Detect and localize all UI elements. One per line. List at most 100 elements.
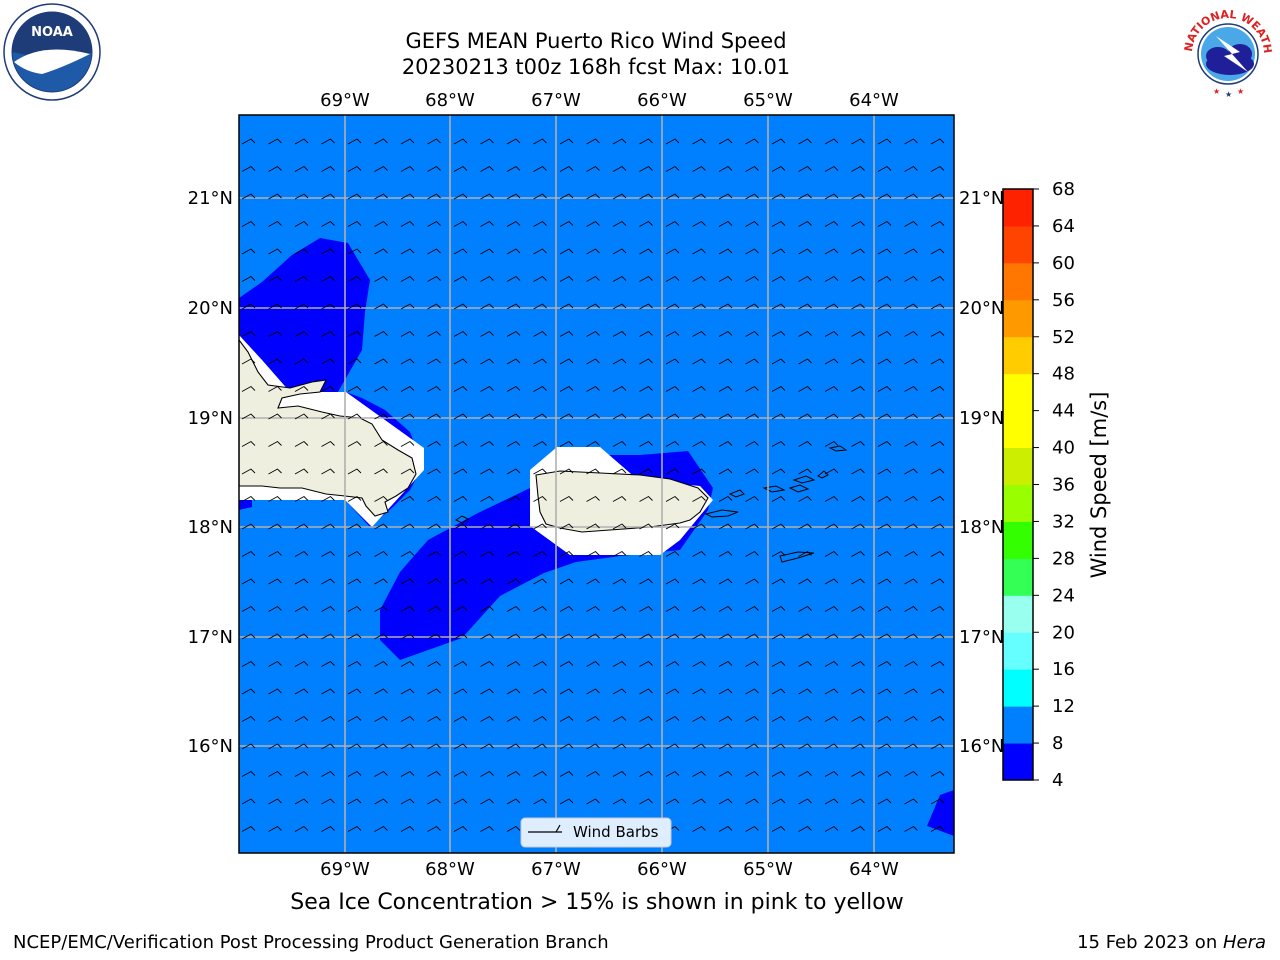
- wind-barb: [427, 468, 441, 475]
- wind-barb: [453, 523, 468, 530]
- wind-barb: [798, 523, 812, 530]
- wind-barb: [480, 248, 494, 255]
- wind-barb: [612, 248, 627, 255]
- wind-barb: [851, 798, 865, 805]
- wind-barb: [639, 275, 653, 282]
- wind-barb: [400, 303, 415, 310]
- nws-logo: NATIONAL WEATHER SERVICE ★ ★ ★: [1174, 0, 1278, 102]
- wind-barb: [321, 413, 335, 420]
- wind-barb: [718, 495, 733, 502]
- wind-barb: [612, 220, 627, 227]
- wind-barb: [400, 468, 415, 475]
- wind-barb: [321, 165, 335, 172]
- wind-barb: [294, 578, 309, 585]
- wind-barb: [480, 330, 494, 337]
- wind-barb: [586, 385, 600, 392]
- wind-barb: [771, 385, 786, 392]
- wind-barb: [877, 468, 892, 475]
- wind-barb: [798, 165, 812, 172]
- wind-barb: [268, 688, 282, 695]
- map-area: [239, 115, 954, 853]
- wind-barb: [586, 165, 600, 172]
- chart-subtitle: 20230213 t00z 168h fcst Max: 10.01: [401, 55, 791, 79]
- wind-barb: [586, 578, 600, 585]
- wind-barb: [745, 220, 759, 227]
- wind-barb: [851, 165, 865, 172]
- colorbar-segment: [1003, 373, 1033, 412]
- wind-barb: [427, 165, 441, 172]
- wind-barb: [877, 550, 892, 557]
- wind-barb: [665, 798, 680, 805]
- wind-barb: [798, 743, 812, 750]
- wind-barb: [321, 825, 335, 832]
- wind-barb: [718, 440, 733, 447]
- wind-barb: [374, 495, 388, 502]
- wind-barb: [480, 275, 494, 282]
- wind-barb: [851, 248, 865, 255]
- wind-barb: [347, 688, 362, 695]
- wind-barb: [930, 495, 945, 502]
- wind-barb: [930, 385, 945, 392]
- wind-barb: [586, 688, 600, 695]
- wind-barb: [692, 220, 706, 227]
- wind-barb: [718, 358, 733, 365]
- wind-barb: [374, 633, 388, 640]
- wind-barb: [745, 578, 759, 585]
- wind-barb: [930, 770, 945, 777]
- svg-text:★: ★: [1213, 87, 1220, 96]
- wind-barb: [612, 193, 627, 200]
- wind-barb: [665, 248, 680, 255]
- wind-barb: [665, 578, 680, 585]
- wind-barb: [453, 248, 468, 255]
- colorbar-segment: [1003, 189, 1033, 227]
- wind-barb: [427, 275, 441, 282]
- wind-barb: [506, 770, 521, 777]
- wind-barb: [453, 413, 468, 420]
- wind-barb: [745, 798, 759, 805]
- wind-barb: [268, 523, 282, 530]
- wind-barb: [533, 138, 547, 145]
- wind-barb: [294, 440, 309, 447]
- wind-barb: [480, 633, 494, 640]
- lon-tick-label: 66°W: [637, 859, 687, 880]
- lon-tick-label: 65°W: [743, 90, 793, 111]
- wind-barb: [321, 303, 335, 310]
- wind-barb: [586, 358, 600, 365]
- wind-barb: [904, 770, 918, 777]
- wind-barb: [453, 550, 468, 557]
- wind-barb: [612, 413, 627, 420]
- wind-barb: [294, 385, 309, 392]
- wind-barb: [427, 770, 441, 777]
- wind-barb: [612, 138, 627, 145]
- wind-barb: [506, 440, 521, 447]
- wind-barb: [771, 138, 786, 145]
- wind-barb: [559, 578, 574, 585]
- wind-barb: [241, 605, 256, 612]
- wind-barb: [321, 770, 335, 777]
- wind-barb: [798, 330, 812, 337]
- wind-barb: [824, 523, 839, 530]
- wind-barb: [453, 715, 468, 722]
- wind-barb: [771, 220, 786, 227]
- wind-barb: [321, 330, 335, 337]
- wind-barb: [612, 743, 627, 750]
- wind-barb: [612, 578, 627, 585]
- colorbar-segment: [1003, 521, 1033, 559]
- wind-barb: [692, 798, 706, 805]
- wind-barb: [824, 798, 839, 805]
- wind-barb: [400, 550, 415, 557]
- wind-barb: [745, 633, 759, 640]
- wind-barb: [559, 798, 574, 805]
- wind-barb: [824, 440, 839, 447]
- wind-barb: [851, 495, 865, 502]
- wind-barb: [586, 605, 600, 612]
- lat-tick-label: 18°N: [188, 517, 233, 538]
- wind-barb: [824, 633, 839, 640]
- island-anegada: [828, 445, 848, 452]
- wind-barb: [665, 385, 680, 392]
- wind-barb: [506, 468, 521, 475]
- colorbar-segment: [1003, 558, 1033, 596]
- footer-branch: NCEP/EMC/Verification Post Processing Pr…: [13, 932, 609, 953]
- wind-barb: [374, 770, 388, 777]
- wind-barb: [453, 138, 468, 145]
